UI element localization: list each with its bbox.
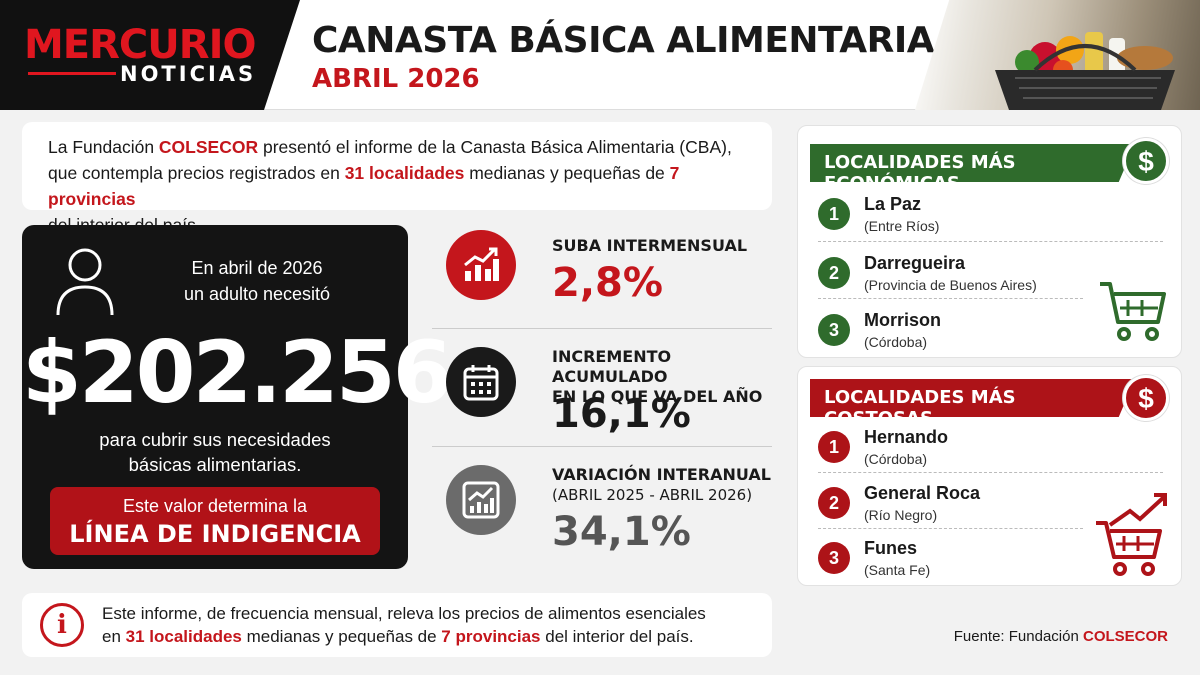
stat-label-line: INCREMENTO ACUMULADO: [552, 347, 672, 386]
intro-org: COLSECOR: [158, 137, 259, 157]
stat-label: VARIACIÓN INTERANUAL (ABRIL 2025 - ABRIL…: [552, 465, 771, 505]
list-item: 1 La Paz (Entre Ríos): [818, 194, 1163, 252]
province-name: (Provincia de Buenos Aires): [864, 277, 1037, 293]
card-desc-line: básicas alimentarias.: [128, 454, 302, 475]
divider: [818, 241, 1163, 242]
intro-provinces: 7 provincias: [48, 163, 680, 209]
info-line: medianas y pequeñas de: [241, 627, 442, 646]
list-item: 1 Hernando (Córdoba): [818, 427, 1163, 485]
info-line: Este informe, de frecuencia mensual, rel…: [102, 604, 706, 623]
dollar-icon: $: [1123, 375, 1169, 421]
info-provinces: 7 provincias: [441, 627, 541, 646]
intro-text: presentó el informe de la Canasta Básica…: [258, 137, 732, 157]
province-name: (Santa Fe): [864, 562, 931, 578]
logo-sub-text: NOTICIAS: [120, 62, 257, 86]
intro-text: que contempla precios registrados en: [48, 163, 345, 183]
dollar-icon: $: [1123, 138, 1169, 184]
cba-amount-card: En abril de 2026 un adulto necesitó $202…: [22, 225, 453, 569]
grocery-basket-photo: [915, 0, 1200, 110]
locality-name: Hernando: [864, 427, 949, 447]
banner-emphasis: LÍNEA DE INDIGENCIA: [69, 520, 361, 548]
divider: [818, 472, 1163, 473]
intro-text: medianas y pequeñas de: [464, 163, 670, 183]
locality-name: Darregueira: [864, 253, 966, 273]
intro-paragraph: La Fundación COLSECOR presentó el inform…: [22, 122, 772, 235]
locality-name: General Roca: [864, 483, 981, 503]
locality-name: Funes: [864, 538, 918, 558]
person-icon: [56, 248, 114, 316]
stat-sub-label: (ABRIL 2025 - ABRIL 2026): [552, 486, 753, 504]
province-name: (Entre Ríos): [864, 218, 940, 234]
stat-label: INCREMENTO ACUMULADO EN LO QUE VA DEL AÑ…: [552, 347, 772, 407]
list-item: 3 Morrison (Córdoba): [818, 310, 1163, 368]
province-name: (Río Negro): [864, 507, 938, 523]
card-description: para cubrir sus necesidades básicas alim…: [22, 427, 408, 477]
logo-main-text: MERCURIO: [24, 22, 256, 68]
rank-badge: 1: [818, 198, 850, 230]
info-line: en: [102, 627, 126, 646]
source-org: COLSECOR: [1082, 628, 1168, 645]
source-credit: Fuente: Fundación COLSECOR: [954, 628, 1168, 645]
province-name: (Córdoba): [864, 334, 928, 350]
rank-badge: 2: [818, 257, 850, 289]
divider: [818, 528, 1083, 529]
panel-title: LOCALIDADES MÁS COSTOSAS: [810, 379, 1135, 417]
intro-localities: 31 localidades: [344, 163, 465, 183]
info-line: del interior del país.: [540, 627, 694, 646]
cba-amount: $202.256: [22, 323, 453, 423]
list-item: 2 General Roca (Río Negro): [818, 483, 1163, 541]
logo[interactable]: MERCURIO NOTICIAS: [0, 0, 300, 110]
info-note: i Este informe, de frecuencia mensual, r…: [22, 593, 772, 657]
list-item: 2 Darregueira (Provincia de Buenos Aires…: [818, 253, 1163, 311]
calendar-icon: [446, 347, 516, 417]
info-icon: i: [40, 603, 84, 647]
rank-badge: 1: [818, 431, 850, 463]
stat-label-line: VARIACIÓN INTERANUAL: [552, 465, 771, 484]
province-name: (Córdoba): [864, 451, 928, 467]
locality-name: Morrison: [864, 310, 942, 330]
costliest-localities-panel: LOCALIDADES MÁS COSTOSAS $ 1 Hernando (C…: [797, 366, 1182, 586]
info-text: Este informe, de frecuencia mensual, rel…: [102, 602, 706, 648]
logo-underline: [28, 72, 116, 75]
cheapest-localities-panel: LOCALIDADES MÁS ECONÓMICAS $ 1 La Paz (E…: [797, 125, 1182, 358]
card-intro-line: En abril de 2026: [191, 258, 323, 278]
stat-accumulated-increase: INCREMENTO ACUMULADO EN LO QUE VA DEL AÑ…: [432, 328, 772, 446]
stat-value: 2,8%: [552, 260, 663, 306]
stat-label: SUBA INTERMENSUAL: [552, 236, 748, 255]
indigence-line-banner: Este valor determina la LÍNEA DE INDIGEN…: [50, 487, 380, 555]
info-localities: 31 localidades: [125, 627, 242, 646]
stat-value: 16,1%: [552, 391, 691, 437]
source-label: Fuente: Fundación: [953, 628, 1083, 645]
locality-name: La Paz: [864, 194, 922, 214]
stat-monthly-increase: SUBA INTERMENSUAL 2,8%: [432, 216, 772, 334]
shopping-cart-icon: [1100, 282, 1166, 341]
rising-price-cart-icon: [1096, 493, 1167, 576]
trend-chart-icon: [446, 465, 516, 535]
rank-badge: 3: [818, 542, 850, 574]
intro-text: La Fundación: [48, 137, 159, 157]
rank-badge: 3: [818, 314, 850, 346]
rank-badge: 2: [818, 487, 850, 519]
list-item: 3 Funes (Santa Fe): [818, 538, 1163, 596]
basket-icon: [995, 32, 1175, 110]
card-desc-line: para cubrir sus necesidades: [99, 429, 331, 450]
divider: [818, 298, 1083, 299]
card-intro-line: un adulto necesitó: [183, 284, 331, 304]
card-intro: En abril de 2026 un adulto necesitó: [152, 255, 362, 307]
page-subtitle: ABRIL 2026: [312, 64, 480, 94]
stat-value: 34,1%: [552, 509, 691, 555]
header: MERCURIO NOTICIAS CANASTA BÁSICA ALIMENT…: [0, 0, 1200, 110]
stat-yearly-variation: VARIACIÓN INTERANUAL (ABRIL 2025 - ABRIL…: [432, 446, 772, 564]
growth-chart-icon: [446, 230, 516, 300]
stat-label-line: EN LO QUE VA DEL AÑO: [552, 387, 763, 406]
panel-title: LOCALIDADES MÁS ECONÓMICAS: [810, 144, 1135, 182]
banner-line: Este valor determina la: [122, 496, 308, 516]
